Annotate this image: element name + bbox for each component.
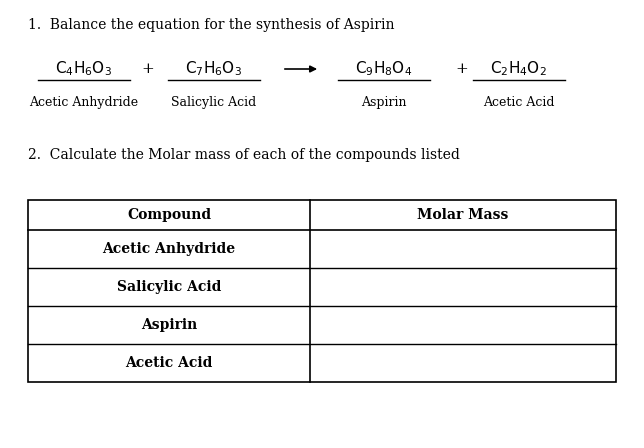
Text: 1.  Balance the equation for the synthesis of Aspirin: 1. Balance the equation for the synthesi… (28, 18, 395, 32)
Text: $\mathrm{C_4H_6O_3}$: $\mathrm{C_4H_6O_3}$ (55, 59, 112, 78)
Text: Aspirin: Aspirin (141, 318, 197, 332)
Text: Aspirin: Aspirin (361, 96, 407, 109)
Text: Salicylic Acid: Salicylic Acid (117, 280, 221, 294)
Text: +: + (142, 62, 155, 76)
Text: Salicylic Acid: Salicylic Acid (171, 96, 256, 109)
Text: Acetic Acid: Acetic Acid (483, 96, 554, 109)
Text: Acetic Acid: Acetic Acid (126, 356, 213, 370)
Text: $\mathrm{C_9H_8O_4}$: $\mathrm{C_9H_8O_4}$ (355, 59, 412, 78)
Text: Acetic Anhydride: Acetic Anhydride (102, 242, 236, 256)
Text: Compound: Compound (127, 208, 211, 222)
Bar (28, 200, 616, 382)
Text: $\mathrm{C_2H_4O_2}$: $\mathrm{C_2H_4O_2}$ (490, 59, 547, 78)
Text: Molar Mass: Molar Mass (417, 208, 509, 222)
Text: $\mathrm{C_7H_6O_3}$: $\mathrm{C_7H_6O_3}$ (185, 59, 242, 78)
Text: Acetic Anhydride: Acetic Anhydride (30, 96, 138, 109)
Text: +: + (455, 62, 468, 76)
Text: 2.  Calculate the Molar mass of each of the compounds listed: 2. Calculate the Molar mass of each of t… (28, 148, 460, 162)
